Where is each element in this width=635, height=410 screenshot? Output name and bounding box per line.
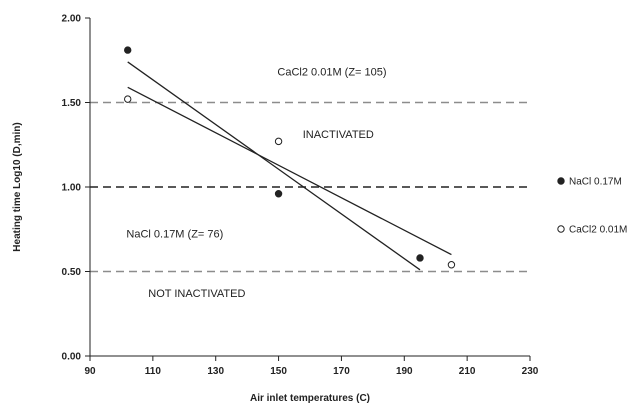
legend-marker: [557, 225, 565, 233]
y-tick-label: 1.00: [62, 183, 82, 194]
annotation: NOT INACTIVATED: [148, 288, 245, 300]
x-tick-label: 210: [459, 366, 476, 377]
data-points: [124, 46, 456, 269]
legend-label: CaCl2 0.01M: [569, 225, 627, 236]
annotation: INACTIVATED: [303, 129, 374, 141]
x-tick-label: 170: [333, 366, 350, 377]
reference-lines: [90, 101, 530, 273]
data-point-series-0: [274, 190, 283, 198]
axes: 0.00 0.50 1.00 1.50 2.00 90 110 130 150 170 190 210…: [62, 14, 539, 378]
fit-lines: [127, 61, 452, 271]
x-axis-title: Air inlet temperatures (C): [250, 393, 370, 404]
data-point-series-0: [416, 254, 424, 262]
y-tick-label: 2.00: [62, 14, 82, 25]
x-tick-label: 230: [522, 366, 539, 377]
data-point-series-1: [447, 261, 456, 269]
legend-marker: [557, 177, 565, 185]
data-point-series-1: [124, 95, 132, 103]
annotation: NaCl 0.17M (Z= 76): [126, 229, 223, 241]
y-tick-label: 0.00: [62, 352, 82, 363]
y-axis-title: Heating time Log10 (D,min): [12, 122, 23, 251]
data-point-series-1: [274, 137, 283, 146]
x-tick-label: 90: [84, 366, 96, 377]
x-tick-label: 130: [207, 366, 224, 377]
fit-line-1: [127, 86, 452, 256]
annotations: CaCl2 0.01M (Z= 105) INACTIVATED NaCl 0.17…: [126, 66, 386, 299]
x-tick-label: 190: [396, 366, 413, 377]
annotation: CaCl2 0.01M (Z= 105): [277, 66, 386, 78]
fit-line-0: [127, 61, 421, 271]
x-tick-label: 110: [145, 366, 162, 377]
legend: NaCl 0.17M CaCl2 0.01M: [557, 177, 627, 236]
y-tick-label: 0.50: [62, 267, 82, 278]
data-point-series-0: [124, 46, 132, 54]
y-tick-label: 1.50: [62, 98, 82, 109]
x-tick-label: 150: [270, 366, 287, 377]
legend-label: NaCl 0.17M: [569, 177, 622, 188]
